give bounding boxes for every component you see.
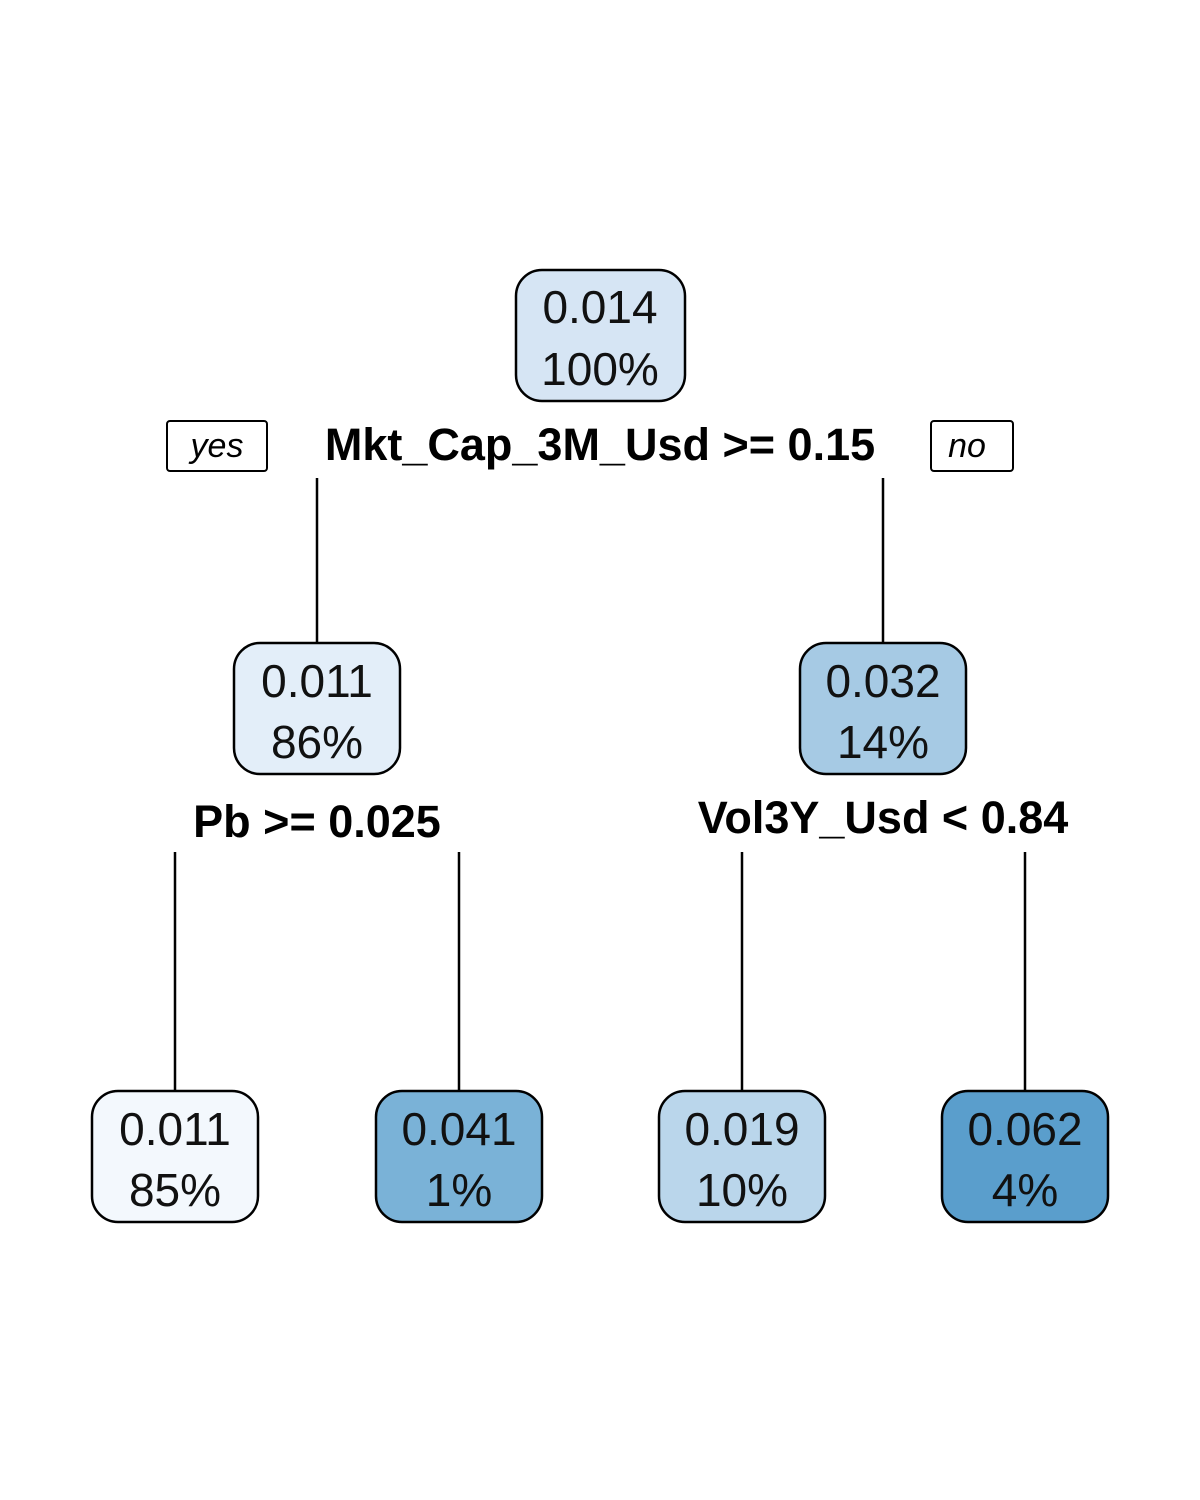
node-percent: 10%: [696, 1164, 788, 1216]
node-box: [514, 268, 687, 403]
node-value: 0.019: [684, 1103, 799, 1155]
tree-node-right-left: 0.019 10%: [657, 1089, 827, 1224]
node-percent: 14%: [837, 716, 929, 768]
split-condition-left: Pb >= 0.025: [193, 796, 441, 847]
tree-edges: [173, 478, 1027, 1091]
split-condition-right: Vol3Y_Usd < 0.84: [698, 792, 1069, 843]
yes-label: yes: [189, 427, 244, 465]
node-percent: 4%: [992, 1164, 1058, 1216]
split-root: yes Mkt_Cap_3M_Usd >= 0.15 no: [166, 419, 1014, 472]
split-condition-root: Mkt_Cap_3M_Usd >= 0.15: [325, 419, 875, 470]
tree-node-right-right: 0.062 4%: [940, 1089, 1110, 1224]
tree-node-left: 0.011 86%: [232, 641, 402, 776]
node-box: [232, 641, 402, 776]
no-label-box: [930, 420, 1014, 472]
node-value: 0.011: [119, 1103, 231, 1155]
node-box: [940, 1089, 1110, 1224]
node-value: 0.041: [401, 1103, 516, 1155]
yes-label-box: [166, 420, 268, 472]
node-value: 0.014: [542, 281, 657, 333]
tree-node-right: 0.032 14%: [798, 641, 968, 776]
node-value: 0.011: [261, 655, 373, 707]
node-box: [90, 1089, 260, 1224]
node-box: [657, 1089, 827, 1224]
node-percent: 85%: [129, 1164, 221, 1216]
tree-node-left-left: 0.011 85%: [90, 1089, 260, 1224]
tree-node-root: 0.014 100%: [514, 268, 687, 403]
node-box: [798, 641, 968, 776]
node-value: 0.032: [825, 655, 940, 707]
node-percent: 100%: [541, 343, 659, 395]
node-percent: 1%: [426, 1164, 492, 1216]
tree-node-left-right: 0.041 1%: [374, 1089, 544, 1224]
node-percent: 86%: [271, 716, 363, 768]
node-value: 0.062: [967, 1103, 1082, 1155]
no-label: no: [948, 427, 986, 465]
node-box: [374, 1089, 544, 1224]
